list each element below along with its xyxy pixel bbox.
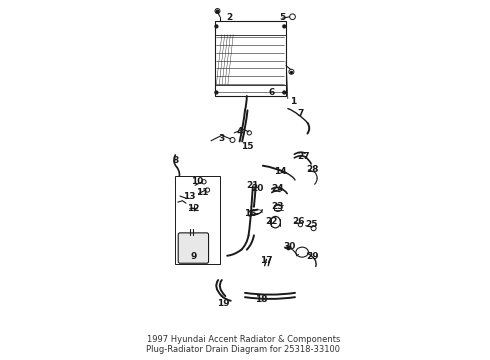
Text: 27: 27 [297, 152, 310, 161]
Text: 1997 Hyundai Accent Radiator & Components
Plug-Radiator Drain Diagram for 25318-: 1997 Hyundai Accent Radiator & Component… [146, 335, 340, 354]
Circle shape [215, 25, 218, 28]
Text: 17: 17 [260, 256, 273, 265]
Text: 28: 28 [307, 165, 319, 174]
Text: 9: 9 [190, 252, 196, 261]
Text: 3: 3 [219, 134, 225, 143]
Text: 14: 14 [274, 167, 287, 176]
Text: 7: 7 [297, 109, 304, 118]
Circle shape [287, 246, 291, 249]
Text: 21: 21 [246, 181, 258, 190]
Text: 11: 11 [196, 188, 208, 197]
Circle shape [215, 91, 218, 94]
FancyBboxPatch shape [178, 233, 209, 263]
Text: 2: 2 [226, 13, 232, 22]
Text: 4: 4 [237, 127, 243, 136]
Text: 22: 22 [266, 217, 278, 226]
Text: 29: 29 [307, 252, 319, 261]
Text: 5: 5 [279, 13, 286, 22]
Text: 13: 13 [183, 192, 196, 201]
Text: 24: 24 [271, 184, 283, 193]
Circle shape [283, 25, 286, 28]
Text: 1: 1 [290, 97, 296, 106]
Text: 19: 19 [217, 299, 230, 308]
Text: 30: 30 [284, 242, 296, 251]
Text: 26: 26 [293, 217, 305, 226]
Text: 18: 18 [255, 295, 268, 304]
Text: 16: 16 [244, 210, 257, 219]
Text: 15: 15 [241, 141, 253, 150]
Text: 20: 20 [251, 184, 264, 193]
Text: 8: 8 [172, 156, 178, 165]
Text: 12: 12 [187, 204, 199, 213]
Bar [175, 176, 220, 264]
Bar [215, 21, 286, 96]
Text: 6: 6 [269, 88, 275, 97]
Text: 23: 23 [271, 202, 283, 211]
Circle shape [283, 91, 286, 94]
Text: 10: 10 [191, 177, 203, 186]
Text: 25: 25 [305, 220, 318, 229]
